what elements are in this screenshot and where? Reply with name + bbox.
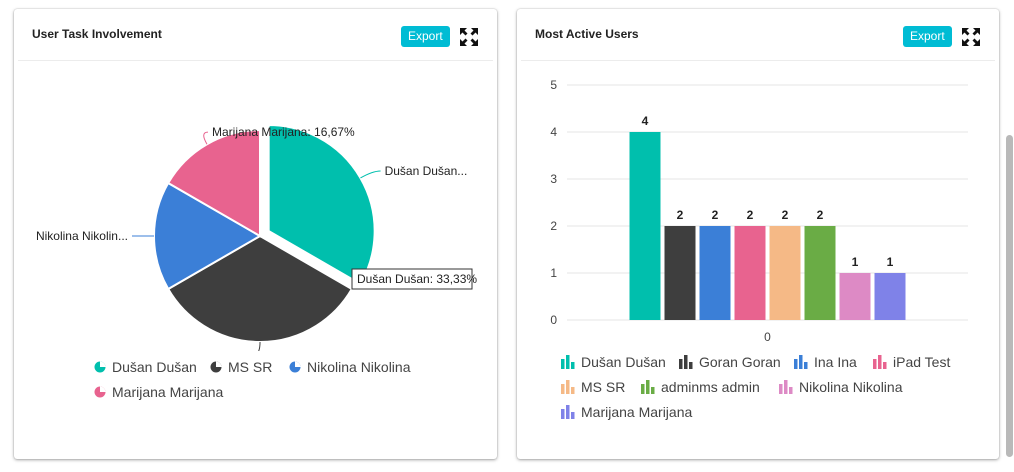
y-tick-label: 0 — [550, 313, 557, 327]
legend-item[interactable]: Nikolina Nikolina — [779, 379, 903, 395]
legend-label: Dušan Dušan — [581, 354, 666, 370]
bar-value-label: 1 — [887, 255, 894, 269]
legend-label: MS SR — [228, 359, 273, 375]
legend-item[interactable]: iPad Test — [873, 354, 950, 370]
legend-label: Nikolina Nikolina — [307, 359, 411, 375]
y-tick-label: 3 — [550, 172, 557, 186]
pie-chart-icon — [210, 361, 222, 373]
legend-item[interactable]: Dušan Dušan — [94, 359, 197, 375]
bar-legend: Dušan Dušan Goran Goran Ina Ina iPad Test MS… — [517, 349, 999, 429]
pie-leader-line — [203, 131, 209, 145]
pie-slice-1[interactable] — [166, 234, 354, 343]
bar-chart-icon — [794, 355, 808, 369]
bar-chart: 0 1 2 3 4 5 4 2 2 2 2 2 1 1 0 — [550, 78, 968, 344]
pie-label: Dušan Dušan... — [385, 164, 468, 178]
legend-item[interactable]: Marijana Marijana — [561, 404, 692, 420]
bar-value-label: 2 — [782, 208, 789, 222]
bar-chart-icon — [873, 355, 887, 369]
legend-label: MS SR — [581, 379, 626, 395]
legend-label: Marijana Marijana — [581, 404, 693, 420]
bar[interactable] — [804, 226, 836, 320]
bar[interactable] — [664, 226, 696, 320]
bar-value-label: 2 — [817, 208, 824, 222]
y-tick-label: 5 — [550, 78, 557, 92]
bar-chart-icon — [779, 380, 793, 394]
legend-label: Goran Goran — [699, 354, 781, 370]
bar[interactable] — [874, 273, 906, 320]
bar-value-label: 2 — [677, 208, 684, 222]
bar-value-label: 2 — [747, 208, 754, 222]
legend-item[interactable]: adminms admin — [641, 379, 760, 395]
legend-item[interactable]: MS SR — [210, 359, 272, 375]
card-divider — [18, 60, 493, 61]
legend-label: adminms admin — [661, 379, 760, 395]
bar-chart-icon — [561, 355, 575, 369]
bar-value-label: 2 — [712, 208, 719, 222]
bar-value-label: 4 — [642, 114, 649, 128]
pie-label: Marijana Marijana: 16,67% — [212, 125, 355, 139]
expand-arrows-icon[interactable] — [459, 27, 479, 47]
pie-chart: Dušan Dušan... MS SR: 33,33% Nikolina Niko… — [36, 123, 477, 351]
bar[interactable] — [839, 273, 871, 320]
card-divider — [521, 60, 995, 61]
bar[interactable] — [769, 226, 801, 320]
y-tick-label: 2 — [550, 219, 557, 233]
export-button[interactable]: Export — [903, 26, 952, 47]
legend-item[interactable]: Marijana Marijana — [94, 384, 223, 400]
legend-item[interactable]: Nikolina Nikolina — [289, 359, 411, 375]
legend-label: Marijana Marijana — [112, 384, 224, 400]
pie-legend: Dušan Dušan MS SR Nikolina Nikolina Marijan… — [14, 359, 497, 409]
export-button[interactable]: Export — [401, 26, 450, 47]
expand-arrows-icon[interactable] — [961, 27, 981, 47]
pie-chart-icon — [94, 386, 106, 398]
pie-chart-icon — [94, 361, 106, 373]
bar-chart-icon — [561, 405, 575, 419]
pie-slice-2[interactable] — [153, 181, 262, 291]
legend-label: Nikolina Nikolina — [799, 379, 903, 395]
pie-label: MS SR: 33,33% — [163, 349, 249, 351]
y-tick-label: 4 — [550, 125, 557, 139]
bar-chart-icon — [641, 380, 655, 394]
legend-item[interactable]: MS SR — [561, 379, 625, 395]
pie-label: Nikolina Nikolin... — [36, 229, 128, 243]
pie-chart-icon — [289, 361, 301, 373]
card-title: Most Active Users — [535, 27, 639, 41]
svg-text:Dušan Dušan: 33,33%: Dušan Dušan: 33,33% — [357, 272, 477, 286]
pie-tooltip: Dušan Dušan: 33,33% — [351, 268, 477, 290]
legend-item[interactable]: Ina Ina — [794, 354, 857, 370]
bar-value-label: 1 — [852, 255, 859, 269]
legend-item[interactable]: Goran Goran — [679, 354, 781, 370]
legend-label: Dušan Dušan — [112, 359, 197, 375]
bar[interactable] — [629, 132, 661, 320]
user-task-involvement-card: User Task Involvement Export Dušan Dušan… — [14, 9, 497, 459]
pie-leader-line — [258, 341, 261, 351]
legend-label: iPad Test — [893, 354, 951, 370]
pie-leader-line — [360, 170, 381, 179]
bar-chart-icon — [561, 380, 575, 394]
bar[interactable] — [699, 226, 731, 320]
bar-chart-icon — [679, 355, 693, 369]
y-tick-label: 1 — [550, 266, 557, 280]
legend-item[interactable]: Dušan Dušan — [561, 354, 666, 370]
card-title: User Task Involvement — [32, 27, 162, 41]
x-tick-label: 0 — [764, 330, 771, 344]
legend-label: Ina Ina — [814, 354, 857, 370]
scrollbar[interactable] — [1006, 135, 1013, 457]
pie-slice-3[interactable] — [166, 128, 261, 238]
bar[interactable] — [734, 226, 766, 320]
